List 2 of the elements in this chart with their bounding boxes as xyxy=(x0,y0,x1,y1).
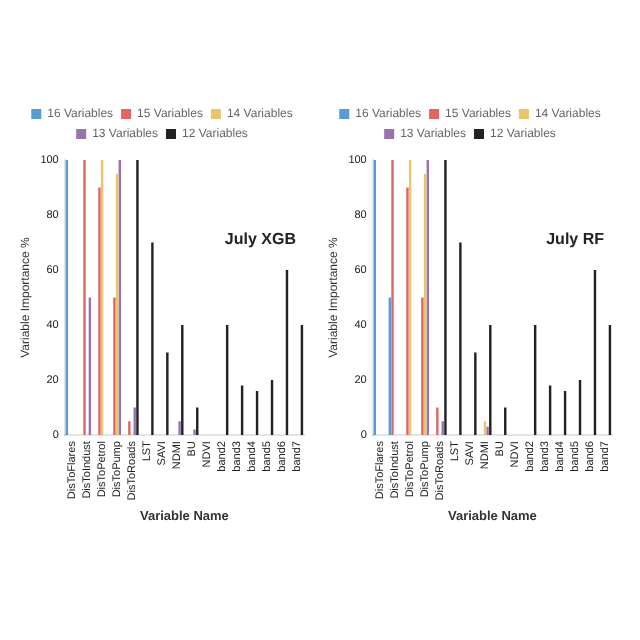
annotation: July XGB xyxy=(224,230,297,249)
annotation: July RF xyxy=(546,230,605,249)
